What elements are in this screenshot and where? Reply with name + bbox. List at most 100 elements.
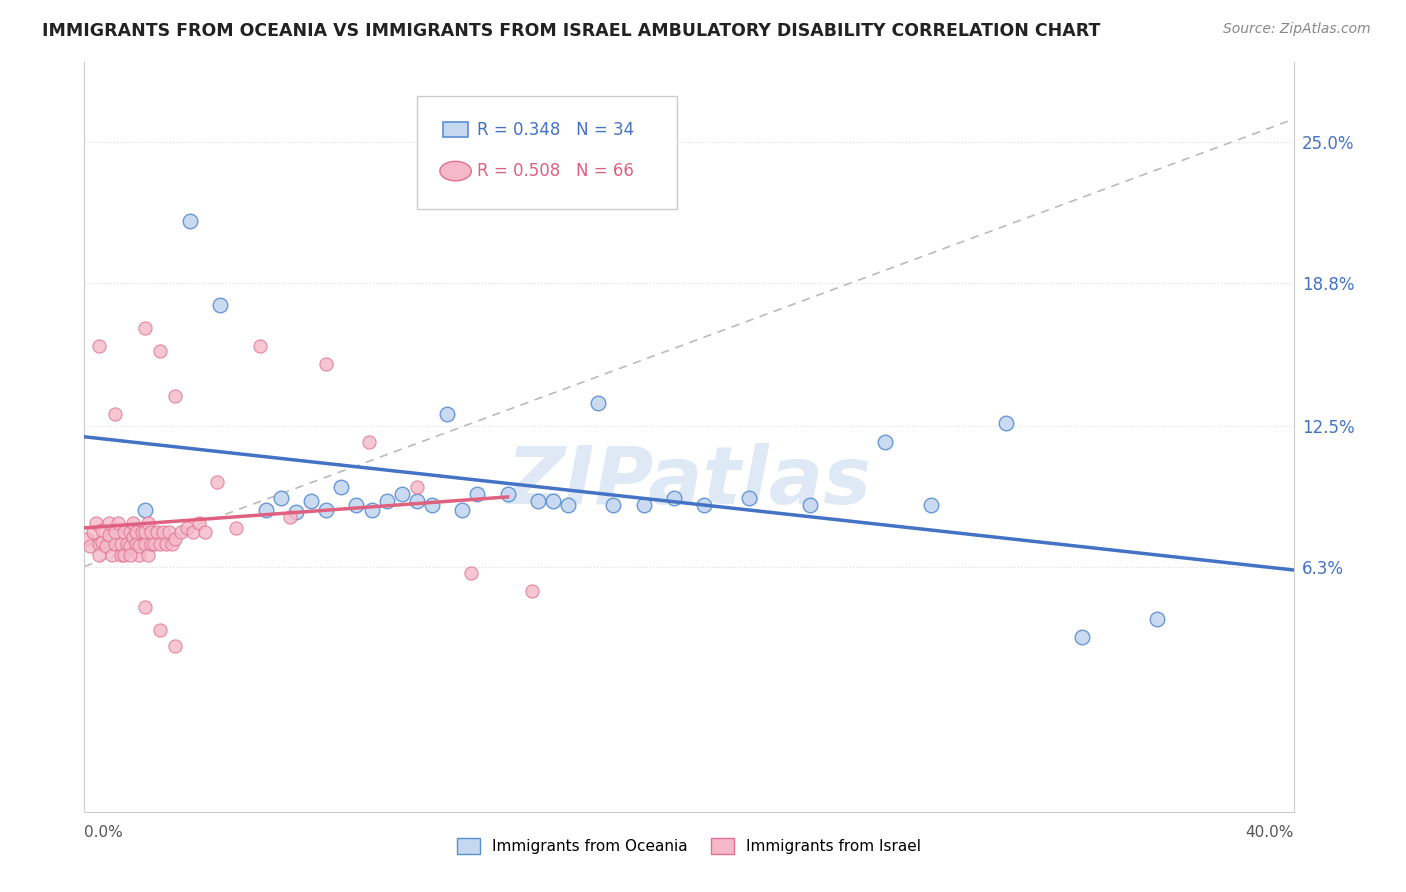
- Text: Source: ZipAtlas.com: Source: ZipAtlas.com: [1223, 22, 1371, 37]
- Point: [157, 525, 180, 540]
- Point: [875, 434, 897, 449]
- Circle shape: [440, 161, 471, 181]
- Text: R = 0.348   N = 34: R = 0.348 N = 34: [478, 121, 634, 139]
- Point: [104, 408, 127, 422]
- Point: [254, 502, 277, 516]
- Point: [134, 321, 156, 335]
- Text: 0.0%: 0.0%: [84, 825, 124, 840]
- Point: [100, 548, 122, 562]
- Point: [391, 487, 413, 501]
- Point: [136, 548, 159, 562]
- Point: [406, 493, 429, 508]
- Point: [467, 487, 489, 501]
- Point: [633, 498, 655, 512]
- Point: [360, 502, 382, 516]
- Point: [436, 408, 458, 422]
- Text: ZIPatlas: ZIPatlas: [506, 443, 872, 521]
- Point: [94, 539, 117, 553]
- Point: [249, 339, 271, 353]
- Point: [299, 493, 322, 508]
- Point: [406, 480, 429, 494]
- Point: [110, 537, 132, 551]
- Point: [588, 396, 610, 410]
- Point: [170, 525, 193, 540]
- Point: [128, 548, 150, 562]
- Point: [89, 339, 111, 353]
- Point: [520, 584, 543, 599]
- Point: [662, 491, 685, 506]
- Point: [209, 298, 232, 312]
- Point: [121, 530, 143, 544]
- Point: [82, 525, 104, 540]
- Point: [165, 389, 187, 403]
- Point: [121, 516, 143, 531]
- Point: [134, 537, 156, 551]
- Point: [188, 516, 211, 531]
- Point: [149, 343, 172, 358]
- Point: [181, 525, 204, 540]
- Point: [165, 639, 187, 653]
- FancyBboxPatch shape: [418, 96, 676, 209]
- Point: [91, 534, 114, 549]
- Point: [152, 525, 174, 540]
- Point: [89, 537, 111, 551]
- Point: [76, 533, 98, 547]
- Legend: Immigrants from Oceania, Immigrants from Israel: Immigrants from Oceania, Immigrants from…: [451, 832, 927, 860]
- Point: [527, 493, 550, 508]
- Point: [375, 493, 398, 508]
- Point: [460, 566, 482, 581]
- Point: [160, 537, 183, 551]
- Point: [451, 502, 474, 516]
- Point: [112, 525, 135, 540]
- Point: [89, 548, 111, 562]
- Point: [155, 537, 177, 551]
- Point: [315, 502, 337, 516]
- Point: [285, 505, 308, 519]
- Point: [194, 525, 217, 540]
- Point: [149, 623, 172, 637]
- Point: [278, 509, 301, 524]
- Point: [496, 487, 519, 501]
- Point: [104, 537, 127, 551]
- Point: [107, 516, 129, 531]
- Point: [602, 498, 624, 512]
- Point: [136, 516, 159, 531]
- Point: [146, 525, 169, 540]
- Point: [1071, 630, 1094, 644]
- Point: [738, 491, 761, 506]
- Point: [207, 475, 229, 490]
- Point: [97, 516, 120, 531]
- Point: [128, 539, 150, 553]
- Point: [134, 600, 156, 615]
- Point: [118, 548, 141, 562]
- Text: R = 0.508   N = 66: R = 0.508 N = 66: [478, 162, 634, 180]
- Point: [693, 498, 716, 512]
- Point: [125, 525, 148, 540]
- Point: [920, 498, 942, 512]
- Point: [420, 498, 443, 512]
- Point: [142, 537, 165, 551]
- Point: [225, 521, 247, 535]
- Point: [357, 434, 380, 449]
- Point: [131, 525, 153, 540]
- Point: [176, 521, 198, 535]
- Point: [118, 525, 141, 540]
- Point: [134, 525, 156, 540]
- Point: [139, 525, 162, 540]
- Point: [995, 417, 1018, 431]
- Point: [1146, 612, 1168, 626]
- Point: [799, 498, 821, 512]
- Point: [125, 537, 148, 551]
- Point: [557, 498, 579, 512]
- Point: [79, 539, 101, 553]
- Point: [541, 493, 564, 508]
- Point: [104, 525, 127, 540]
- Point: [91, 523, 114, 537]
- FancyBboxPatch shape: [443, 122, 468, 137]
- Point: [346, 498, 368, 512]
- Point: [315, 358, 337, 372]
- Point: [110, 548, 132, 562]
- Point: [118, 539, 141, 553]
- Point: [115, 537, 138, 551]
- Point: [179, 214, 201, 228]
